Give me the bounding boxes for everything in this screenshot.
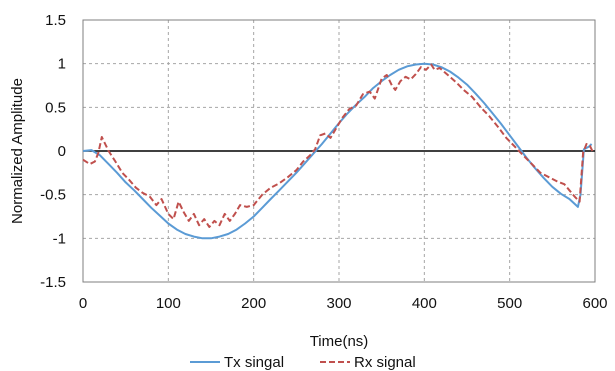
y-tick-label: -1.5 <box>40 274 66 291</box>
legend-label-rx: Rx signal <box>354 354 416 371</box>
x-tick-label: 200 <box>241 295 266 312</box>
y-tick-label: 0.5 <box>45 99 66 116</box>
y-tick-label: -0.5 <box>40 187 66 204</box>
y-axis-title: Normalized Amplitude <box>9 78 26 224</box>
y-tick-label: 0 <box>58 143 66 160</box>
x-axis-title: Time(ns) <box>310 333 369 350</box>
x-tick-label: 100 <box>156 295 181 312</box>
y-axis-tick-labels: 1.5 1 0.5 0 -0.5 -1 -1.5 <box>40 12 66 291</box>
x-tick-label: 0 <box>79 295 87 312</box>
x-tick-label: 500 <box>497 295 522 312</box>
legend: Tx singal Rx signal <box>190 354 416 371</box>
y-tick-label: 1 <box>58 56 66 73</box>
series-line-tx <box>82 62 593 240</box>
series-line-rx <box>82 63 594 228</box>
series-layer <box>82 62 594 240</box>
x-axis-tick-labels: 0 100 200 300 400 500 600 <box>79 295 608 312</box>
y-tick-label: -1 <box>53 230 66 247</box>
x-tick-label: 300 <box>326 295 351 312</box>
x-tick-label: 600 <box>582 295 607 312</box>
y-tick-label: 1.5 <box>45 12 66 29</box>
legend-label-tx: Tx singal <box>224 354 284 371</box>
x-tick-label: 400 <box>412 295 437 312</box>
